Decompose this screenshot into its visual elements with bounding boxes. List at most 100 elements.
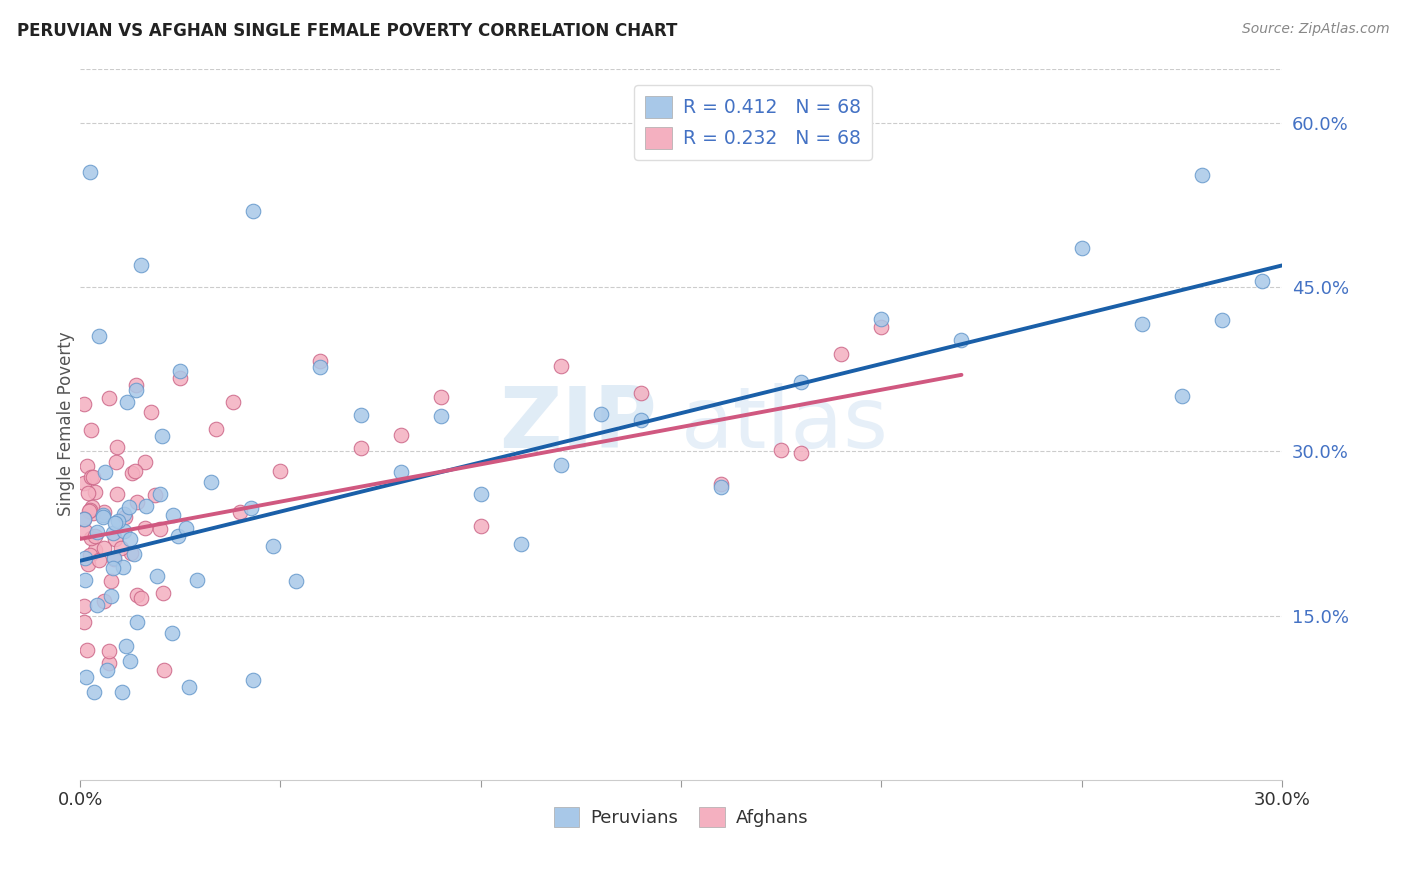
Point xyxy=(710,480,733,494)
Point xyxy=(285,574,308,589)
Point xyxy=(630,386,652,401)
Point xyxy=(262,539,284,553)
Point xyxy=(100,574,122,588)
Point xyxy=(242,673,264,687)
Point xyxy=(830,347,852,361)
Point xyxy=(79,165,101,179)
Point xyxy=(97,656,120,670)
Point xyxy=(115,395,138,409)
Point xyxy=(1171,389,1194,403)
Point xyxy=(870,319,893,334)
Point xyxy=(110,541,132,555)
Point xyxy=(105,441,128,455)
Point xyxy=(97,391,120,405)
Point xyxy=(73,524,96,539)
Text: PERUVIAN VS AFGHAN SINGLE FEMALE POVERTY CORRELATION CHART: PERUVIAN VS AFGHAN SINGLE FEMALE POVERTY… xyxy=(17,22,678,40)
Text: atlas: atlas xyxy=(681,383,889,466)
Point xyxy=(349,409,371,423)
Point xyxy=(73,573,96,587)
Point xyxy=(143,488,166,502)
Point xyxy=(152,586,174,600)
Point xyxy=(125,378,148,392)
Point xyxy=(121,466,143,480)
Point xyxy=(169,371,191,385)
Point xyxy=(105,487,128,501)
Point xyxy=(186,574,208,588)
Point xyxy=(139,405,162,419)
Point xyxy=(112,507,135,521)
Point xyxy=(105,454,128,468)
Point xyxy=(1130,317,1153,331)
Point xyxy=(550,359,572,373)
Point xyxy=(79,504,101,518)
Point xyxy=(114,510,136,524)
Point xyxy=(134,521,156,535)
Point xyxy=(127,587,149,601)
Point xyxy=(1191,168,1213,182)
Point xyxy=(76,643,98,657)
Point xyxy=(73,512,96,526)
Point xyxy=(174,521,197,535)
Text: Source: ZipAtlas.com: Source: ZipAtlas.com xyxy=(1241,22,1389,37)
Point xyxy=(118,533,141,547)
Point xyxy=(269,464,291,478)
Point xyxy=(239,500,262,515)
Y-axis label: Single Female Poverty: Single Female Poverty xyxy=(58,332,75,516)
Point xyxy=(179,681,201,695)
Point xyxy=(93,541,115,556)
Point xyxy=(309,353,332,368)
Point xyxy=(83,685,105,699)
Point xyxy=(124,464,146,478)
Point xyxy=(149,487,172,501)
Point xyxy=(790,375,813,389)
Point xyxy=(80,424,103,438)
Point xyxy=(125,383,148,397)
Point xyxy=(509,537,531,551)
Point xyxy=(589,407,612,421)
Point xyxy=(73,512,96,526)
Point xyxy=(93,465,115,479)
Point xyxy=(100,589,122,603)
Point xyxy=(150,428,173,442)
Point xyxy=(83,543,105,558)
Text: ZIP: ZIP xyxy=(499,383,657,466)
Point xyxy=(1070,241,1092,255)
Point xyxy=(162,508,184,523)
Point xyxy=(229,505,252,519)
Point xyxy=(146,568,169,582)
Point xyxy=(87,552,110,566)
Point xyxy=(630,413,652,427)
Point xyxy=(349,441,371,455)
Point xyxy=(75,550,97,565)
Point xyxy=(87,329,110,343)
Point xyxy=(79,503,101,517)
Point xyxy=(309,359,332,374)
Point xyxy=(112,560,135,574)
Point xyxy=(470,519,492,533)
Point xyxy=(470,487,492,501)
Point xyxy=(131,591,153,606)
Point xyxy=(204,422,226,436)
Point xyxy=(166,529,188,543)
Point xyxy=(76,459,98,474)
Point xyxy=(82,506,104,520)
Point xyxy=(107,514,129,528)
Point xyxy=(222,394,245,409)
Point xyxy=(103,552,125,566)
Point xyxy=(169,364,191,378)
Point xyxy=(127,615,149,629)
Point xyxy=(131,259,153,273)
Point xyxy=(950,333,973,347)
Point xyxy=(242,203,264,218)
Point xyxy=(75,670,97,684)
Point xyxy=(73,599,96,613)
Point xyxy=(770,442,793,457)
Point xyxy=(153,663,176,677)
Point xyxy=(80,500,103,515)
Point xyxy=(84,529,107,543)
Point xyxy=(1251,273,1274,287)
Point xyxy=(103,561,125,575)
Point xyxy=(790,446,813,460)
Point xyxy=(118,500,141,514)
Point xyxy=(1211,313,1233,327)
